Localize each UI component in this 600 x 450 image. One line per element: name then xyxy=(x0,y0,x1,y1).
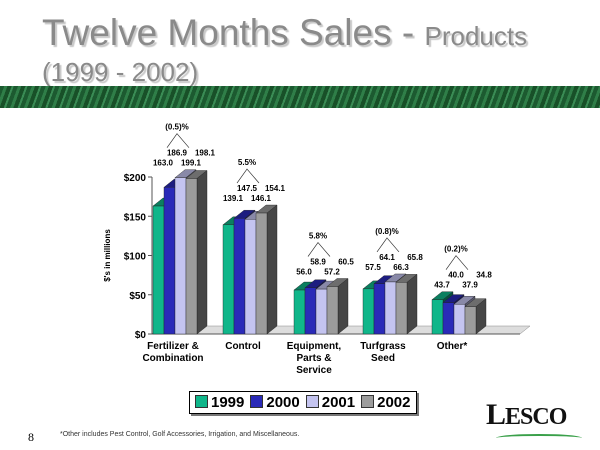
category-label: Control xyxy=(225,341,261,352)
data-label: 139.1 xyxy=(223,194,244,203)
data-label: 58.9 xyxy=(310,258,326,267)
bar-2000 xyxy=(233,218,246,335)
legend-item-1999: 1999 xyxy=(195,394,244,411)
bar-2001 xyxy=(244,219,257,335)
bar-2000 xyxy=(163,187,176,335)
y-axis-label: $'s in millions xyxy=(103,229,112,282)
slide-title: Twelve Months Sales - Products xyxy=(42,12,528,53)
slide-subtitle: (1999 - 2002) xyxy=(42,57,199,87)
data-label: 198.1 xyxy=(195,149,216,158)
category-label: Turfgrass xyxy=(360,341,406,352)
y-tick-label: $50 xyxy=(129,291,146,302)
bar-chart: $0 $50 $100 $150 $200 $'s in millions 163.0186… xyxy=(103,123,531,376)
bar-1999 xyxy=(152,205,165,335)
bar-side xyxy=(337,278,349,335)
y-tick-label: $200 xyxy=(124,173,147,184)
legend-item-2001: 2001 xyxy=(305,394,356,411)
y-tick-label: $150 xyxy=(124,212,147,223)
growth-caret xyxy=(166,133,190,148)
growth-annotation: 5.8% xyxy=(309,232,327,241)
bar-2001 xyxy=(174,177,187,335)
bar-side xyxy=(196,170,208,335)
data-label: 199.1 xyxy=(181,159,202,168)
data-label: 146.1 xyxy=(251,194,272,203)
legend-item-2000: 2000 xyxy=(250,394,300,411)
bar-2002 xyxy=(185,178,198,335)
category-label: Parts & xyxy=(296,353,331,364)
growth-annotation: (0.8)% xyxy=(375,227,399,236)
bar-1999 xyxy=(431,299,444,335)
data-label: 34.8 xyxy=(476,271,492,280)
data-label: 56.0 xyxy=(296,268,312,277)
growth-caret xyxy=(445,255,469,270)
data-label: 147.5 xyxy=(237,184,258,193)
data-label: 57.2 xyxy=(324,268,340,277)
category-label: Equipment, xyxy=(287,341,342,352)
data-label: 163.0 xyxy=(153,159,174,168)
bar-2001 xyxy=(384,281,397,335)
y-tick-label: $100 xyxy=(124,252,147,263)
page-number: 8 xyxy=(28,430,34,444)
data-label: 154.1 xyxy=(265,184,286,193)
bar-side xyxy=(266,204,278,335)
legend-swatch xyxy=(305,395,319,408)
bar-2001 xyxy=(453,304,466,335)
bar-2002 xyxy=(464,306,477,335)
bar-1999 xyxy=(362,288,375,335)
data-label: 37.9 xyxy=(462,281,478,290)
data-label: 66.3 xyxy=(393,263,409,272)
bar-2000 xyxy=(304,287,317,335)
bar-side xyxy=(406,273,418,335)
bar-2000 xyxy=(373,283,386,335)
chart-legend: 1999 2000 2001 2002 xyxy=(189,391,417,414)
legend-swatch xyxy=(250,395,264,408)
bar-2002 xyxy=(326,286,339,335)
data-label: 186.9 xyxy=(167,149,188,158)
category-label: Combination xyxy=(142,353,203,364)
growth-caret xyxy=(236,168,260,184)
bar-2002 xyxy=(255,212,268,335)
bar-2002 xyxy=(395,282,408,335)
legend-swatch xyxy=(195,395,208,408)
data-label: 40.0 xyxy=(448,271,464,280)
growth-annotation: (0.5)% xyxy=(165,123,189,132)
growth-caret xyxy=(307,241,331,257)
category-label: Fertilizer & xyxy=(147,341,199,352)
legend-label: 1999 xyxy=(211,394,245,411)
category-label: Seed xyxy=(371,353,395,364)
data-label: 60.5 xyxy=(338,258,354,267)
data-label: 65.8 xyxy=(407,253,423,262)
grass-banner xyxy=(0,86,600,108)
legend-item-2002: 2002 xyxy=(361,394,411,411)
category-label: Service xyxy=(296,365,332,376)
data-label: 43.7 xyxy=(434,281,450,290)
footnote: *Other includes Pest Control, Golf Acces… xyxy=(60,431,300,438)
growth-caret xyxy=(376,237,400,253)
growth-annotation: 5.5% xyxy=(238,158,256,167)
bar-2000 xyxy=(442,302,455,335)
data-label: 64.1 xyxy=(379,253,395,262)
legend-label: 2001 xyxy=(321,394,356,411)
bar-1999 xyxy=(293,289,306,335)
legend-label: 2000 xyxy=(266,394,300,411)
data-label: 57.5 xyxy=(365,263,381,272)
legend-label: 2002 xyxy=(377,394,411,411)
category-label: Other* xyxy=(437,341,468,352)
bar-1999 xyxy=(222,224,235,335)
legend-swatch xyxy=(361,395,375,408)
lesco-logo: LESCO xyxy=(486,398,582,436)
y-tick-label: $0 xyxy=(135,330,147,341)
bar-2001 xyxy=(315,288,328,335)
growth-annotation: (0.2)% xyxy=(444,245,468,254)
